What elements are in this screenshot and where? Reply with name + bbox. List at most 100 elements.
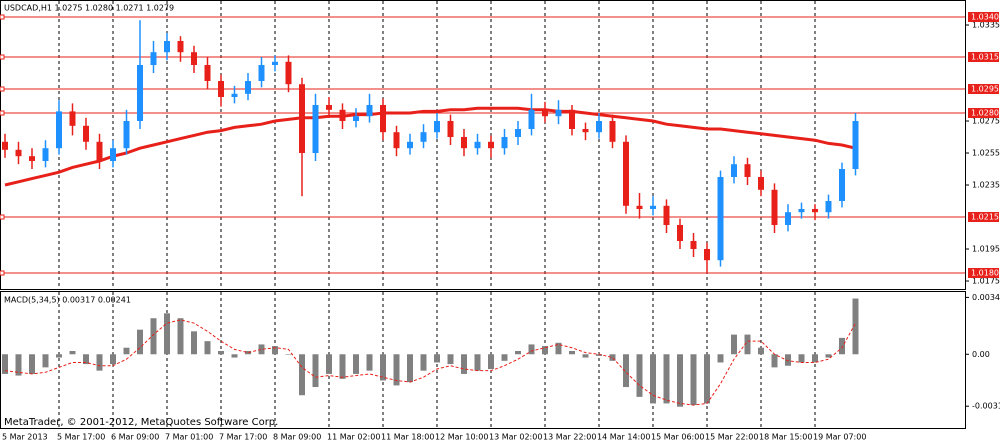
histogram-bar (191, 331, 197, 355)
histogram-bar (798, 354, 805, 363)
x-tick-label: 18 Mar 15:00 (759, 433, 812, 442)
histogram-bar (150, 318, 157, 355)
histogram-bar (731, 334, 737, 355)
candle-body (258, 65, 265, 81)
level-marker (0, 14, 5, 20)
candle-body (380, 105, 386, 133)
histogram-bar (15, 354, 22, 376)
candle-body (609, 121, 616, 142)
histogram-bar (636, 354, 643, 397)
histogram-bar (704, 354, 710, 404)
histogram-bar (29, 354, 35, 374)
histogram-bar (326, 354, 332, 374)
histogram-bar (96, 354, 103, 371)
candle-body (407, 141, 413, 149)
level-label: 1.0215 (971, 213, 999, 222)
x-tick-label: 13 Mar 02:00 (489, 433, 542, 442)
histogram-bar (434, 354, 440, 363)
candle-body (272, 61, 278, 65)
x-tick-label: 19 Mar 07:00 (813, 433, 866, 442)
x-tick-label: 14 Mar 14:00 (597, 433, 650, 442)
candle-body (123, 121, 130, 149)
candle-body (515, 129, 521, 137)
candle-body (474, 141, 481, 149)
level-marker (0, 270, 5, 276)
candle-body (56, 111, 62, 149)
level-label-box (968, 212, 999, 222)
level-marker (0, 86, 5, 92)
candle-body (69, 111, 76, 126)
candle-body (542, 109, 548, 117)
candle-body (663, 205, 670, 225)
candle-body (42, 148, 49, 161)
x-tick-label: 15 Mar 22:00 (705, 433, 758, 442)
level-label-box (968, 108, 999, 118)
y-tick-label: -0.00317 (972, 402, 1000, 411)
histogram-bar (609, 354, 616, 361)
histogram-bar (839, 337, 845, 355)
histogram-bar (393, 354, 400, 386)
histogram-bar (285, 354, 292, 355)
y-tick-label: 0.00347 (972, 293, 1000, 302)
candle-body (461, 137, 467, 149)
footer: MetaTrader, © 2001-2012, MetaQuotes Soft… (4, 417, 278, 428)
candle-body (717, 177, 724, 261)
histogram-bar (771, 354, 778, 368)
histogram-bar (812, 354, 818, 363)
histogram-bar (825, 354, 832, 358)
candle-body (812, 209, 818, 213)
histogram-bar (582, 354, 589, 358)
x-tick-label: 5 Mar 17:00 (57, 433, 105, 442)
level-label: 1.0340 (971, 13, 999, 22)
candle-body (177, 41, 184, 53)
candle-body (852, 121, 859, 169)
candle-body (15, 149, 22, 157)
candle-body (650, 205, 656, 209)
histogram-bar (528, 344, 535, 355)
candle-body (771, 189, 778, 225)
histogram-bar (231, 354, 238, 358)
candle-body (636, 205, 643, 209)
histogram-bar (555, 342, 562, 355)
histogram-bar (650, 354, 656, 404)
histogram-bar (339, 354, 346, 379)
histogram-bar (420, 354, 427, 371)
histogram-bar (272, 346, 278, 355)
histogram-bar (312, 354, 319, 388)
candle-body (285, 61, 292, 85)
histogram-bar (717, 354, 724, 363)
y-tick-label: 1.0255 (972, 149, 1000, 158)
candle-body (501, 137, 508, 149)
candle-body (582, 129, 589, 133)
histogram-bar (42, 354, 49, 368)
histogram-bar (299, 354, 305, 396)
histogram-bar (623, 354, 629, 388)
level-label-box (968, 268, 999, 278)
candle-body (447, 121, 454, 137)
y-tick-label: 1.0275 (972, 117, 1000, 126)
candle-body (231, 93, 238, 97)
candle-body (677, 225, 683, 241)
candle-body (164, 41, 170, 53)
histogram-bar (177, 318, 184, 355)
histogram-bar (69, 350, 76, 355)
histogram-bar (2, 354, 8, 374)
histogram-bar (123, 347, 130, 355)
candle-body (488, 141, 494, 149)
candle-body (825, 201, 832, 213)
candle-body (731, 164, 737, 177)
level-marker (0, 214, 5, 220)
histogram-bar (785, 354, 791, 366)
candle-body (569, 109, 575, 129)
candle-body (83, 125, 89, 142)
histogram-bar (366, 354, 373, 371)
candle-body (204, 65, 211, 81)
x-tick-label: 11 Mar 18:00 (381, 433, 434, 442)
histogram-bar (407, 354, 413, 383)
histogram-bar (677, 354, 683, 407)
histogram-bar (353, 354, 359, 374)
candle-body (704, 249, 710, 261)
level-label: 1.0295 (971, 85, 999, 94)
level-marker (0, 110, 5, 116)
